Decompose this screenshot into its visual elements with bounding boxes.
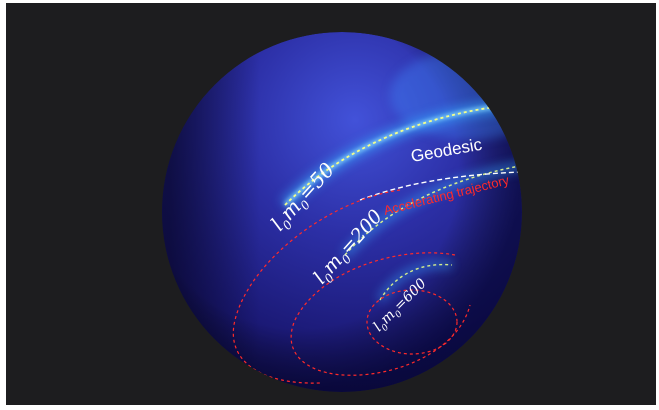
accelerating-loop-middle [290, 252, 471, 376]
geodesic-path [359, 171, 521, 201]
accelerating-loop-inner [366, 289, 458, 355]
beam-l200 [341, 160, 522, 259]
beam-l600 [376, 260, 453, 303]
beam-l50 [280, 98, 511, 210]
